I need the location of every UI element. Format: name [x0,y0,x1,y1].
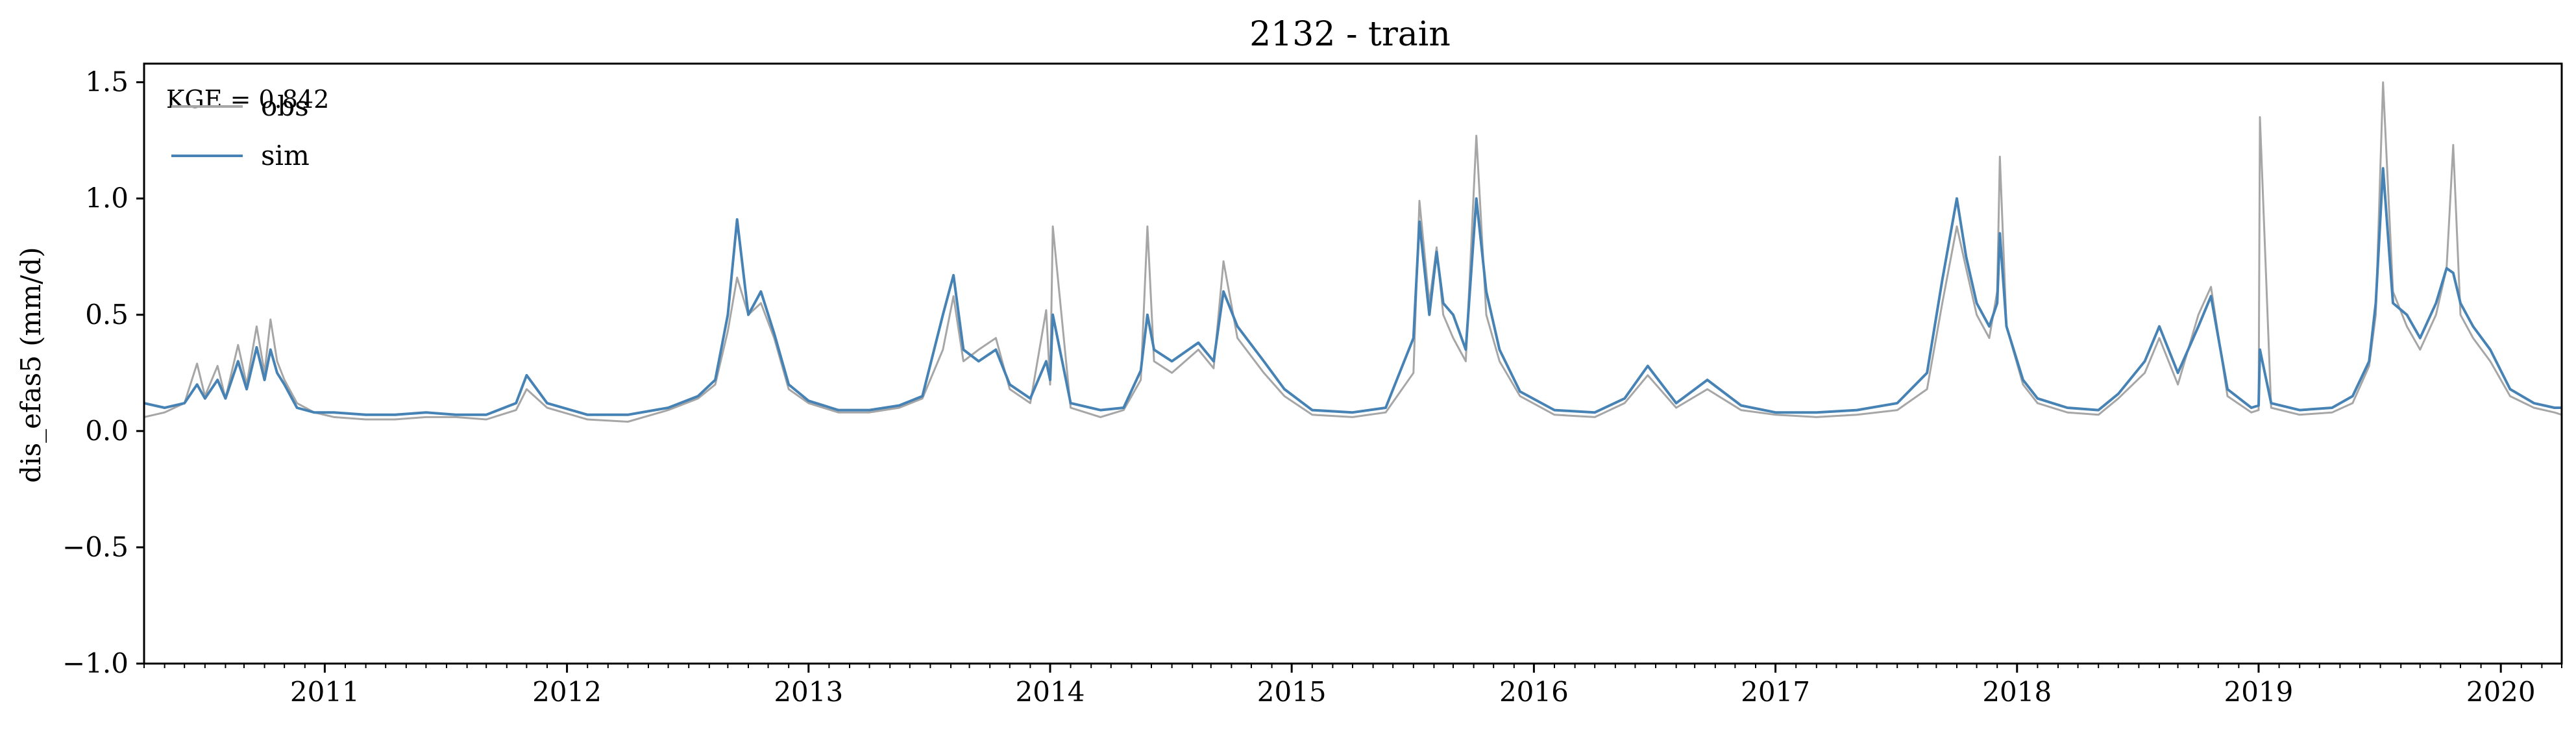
x-axis: 2011 2012 2013 2014 2015 2016 2017 2018 2019 2020 [143,664,2562,708]
plot-area [143,81,2562,423]
x-tick-label: 2013 [774,676,843,708]
legend: KGE = 0.842 obs sim [166,85,329,171]
legend-sim-label: sim [261,140,310,171]
y-tick-label: 1.0 [85,182,129,214]
y-tick-label: 0.0 [85,415,129,447]
x-tick-label: 2012 [532,676,602,708]
y-tick-label: 1.5 [85,66,129,98]
x-tick-label: 2011 [290,676,360,708]
y-tick-label: −0.5 [62,531,129,563]
x-tick-label: 2019 [2224,676,2294,708]
kge-annotation: KGE = 0.842 [166,85,329,114]
y-tick-label: 0.5 [85,299,129,330]
y-axis-label: dis_efas5 (mm/d) [15,247,47,482]
legend-obs-label: obs [261,90,309,122]
series-line-sim [143,167,2562,416]
series-line-obs [143,81,2562,423]
x-tick-label: 2020 [2466,676,2536,708]
y-tick-label: −1.0 [62,647,129,679]
x-tick-label: 2014 [1016,676,1085,708]
y-axis: −1.0 −0.5 0.0 0.5 1.0 1.5 [62,66,144,679]
chart-title: 2132 - train [1249,15,1451,54]
x-tick-label: 2017 [1741,676,1810,708]
x-tick-label: 2018 [1982,676,2052,708]
x-tick-label: 2015 [1257,676,1327,708]
x-tick-label: 2016 [1499,676,1569,708]
